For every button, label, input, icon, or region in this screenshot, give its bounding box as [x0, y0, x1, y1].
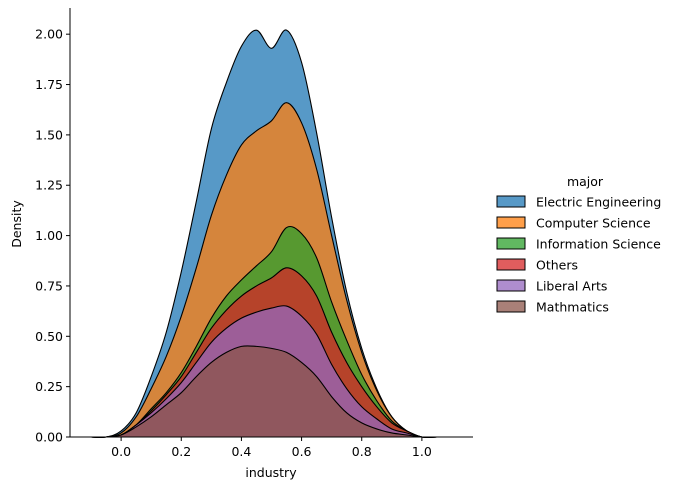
x-ticks: 0.0 0.2 0.4 0.6 0.8 1.0	[111, 437, 432, 459]
x-tick-label: 0.0	[111, 444, 131, 459]
legend: major Electric Engineering Computer Scien…	[496, 174, 661, 315]
legend-swatch-information-science	[496, 237, 526, 250]
x-axis-label: industry	[245, 465, 297, 480]
axes: 0.0 0.2 0.4 0.6 0.8 1.0 0.00 0.25 0.50 0.75 1.00 1…	[9, 8, 473, 480]
legend-label-others: Others	[536, 258, 578, 273]
x-tick-label: 0.8	[352, 444, 372, 459]
y-tick-label: 1.25	[35, 178, 63, 193]
y-tick-label: 0.50	[35, 329, 63, 344]
y-axis-label: Density	[9, 200, 24, 248]
x-tick-label: 0.6	[292, 444, 312, 459]
legend-items: Electric Engineering Computer Science Info…	[496, 195, 661, 315]
x-tick-label: 1.0	[412, 444, 432, 459]
y-tick-label: 1.50	[35, 127, 63, 142]
legend-swatch-electric-engineering	[496, 195, 526, 208]
legend-label-liberal-arts: Liberal Arts	[536, 279, 607, 294]
legend-label-computer-science: Computer Science	[536, 216, 651, 231]
y-tick-label: 2.00	[35, 27, 63, 42]
legend-label-electric-engineering: Electric Engineering	[536, 195, 661, 210]
legend-label-mathmatics: Mathmatics	[536, 300, 609, 315]
plot-areas	[90, 29, 453, 438]
y-tick-label: 1.75	[35, 77, 63, 92]
y-ticks: 0.00 0.25 0.50 0.75 1.00 1.25 1.50 1.75 2.00	[35, 27, 70, 445]
x-tick-label: 0.2	[171, 444, 191, 459]
legend-swatch-others	[496, 258, 526, 271]
y-tick-label: 0.75	[35, 278, 63, 293]
x-tick-label: 0.4	[231, 444, 251, 459]
legend-title: major	[567, 174, 604, 189]
y-tick-label: 1.00	[35, 228, 63, 243]
legend-swatch-liberal-arts	[496, 279, 526, 292]
y-tick-label: 0.25	[35, 379, 63, 394]
density-area-mathmatics	[90, 345, 453, 438]
legend-swatch-mathmatics	[496, 300, 526, 313]
legend-swatch-computer-science	[496, 216, 526, 229]
y-tick-label: 0.00	[35, 430, 63, 445]
legend-label-information-science: Information Science	[536, 237, 661, 252]
